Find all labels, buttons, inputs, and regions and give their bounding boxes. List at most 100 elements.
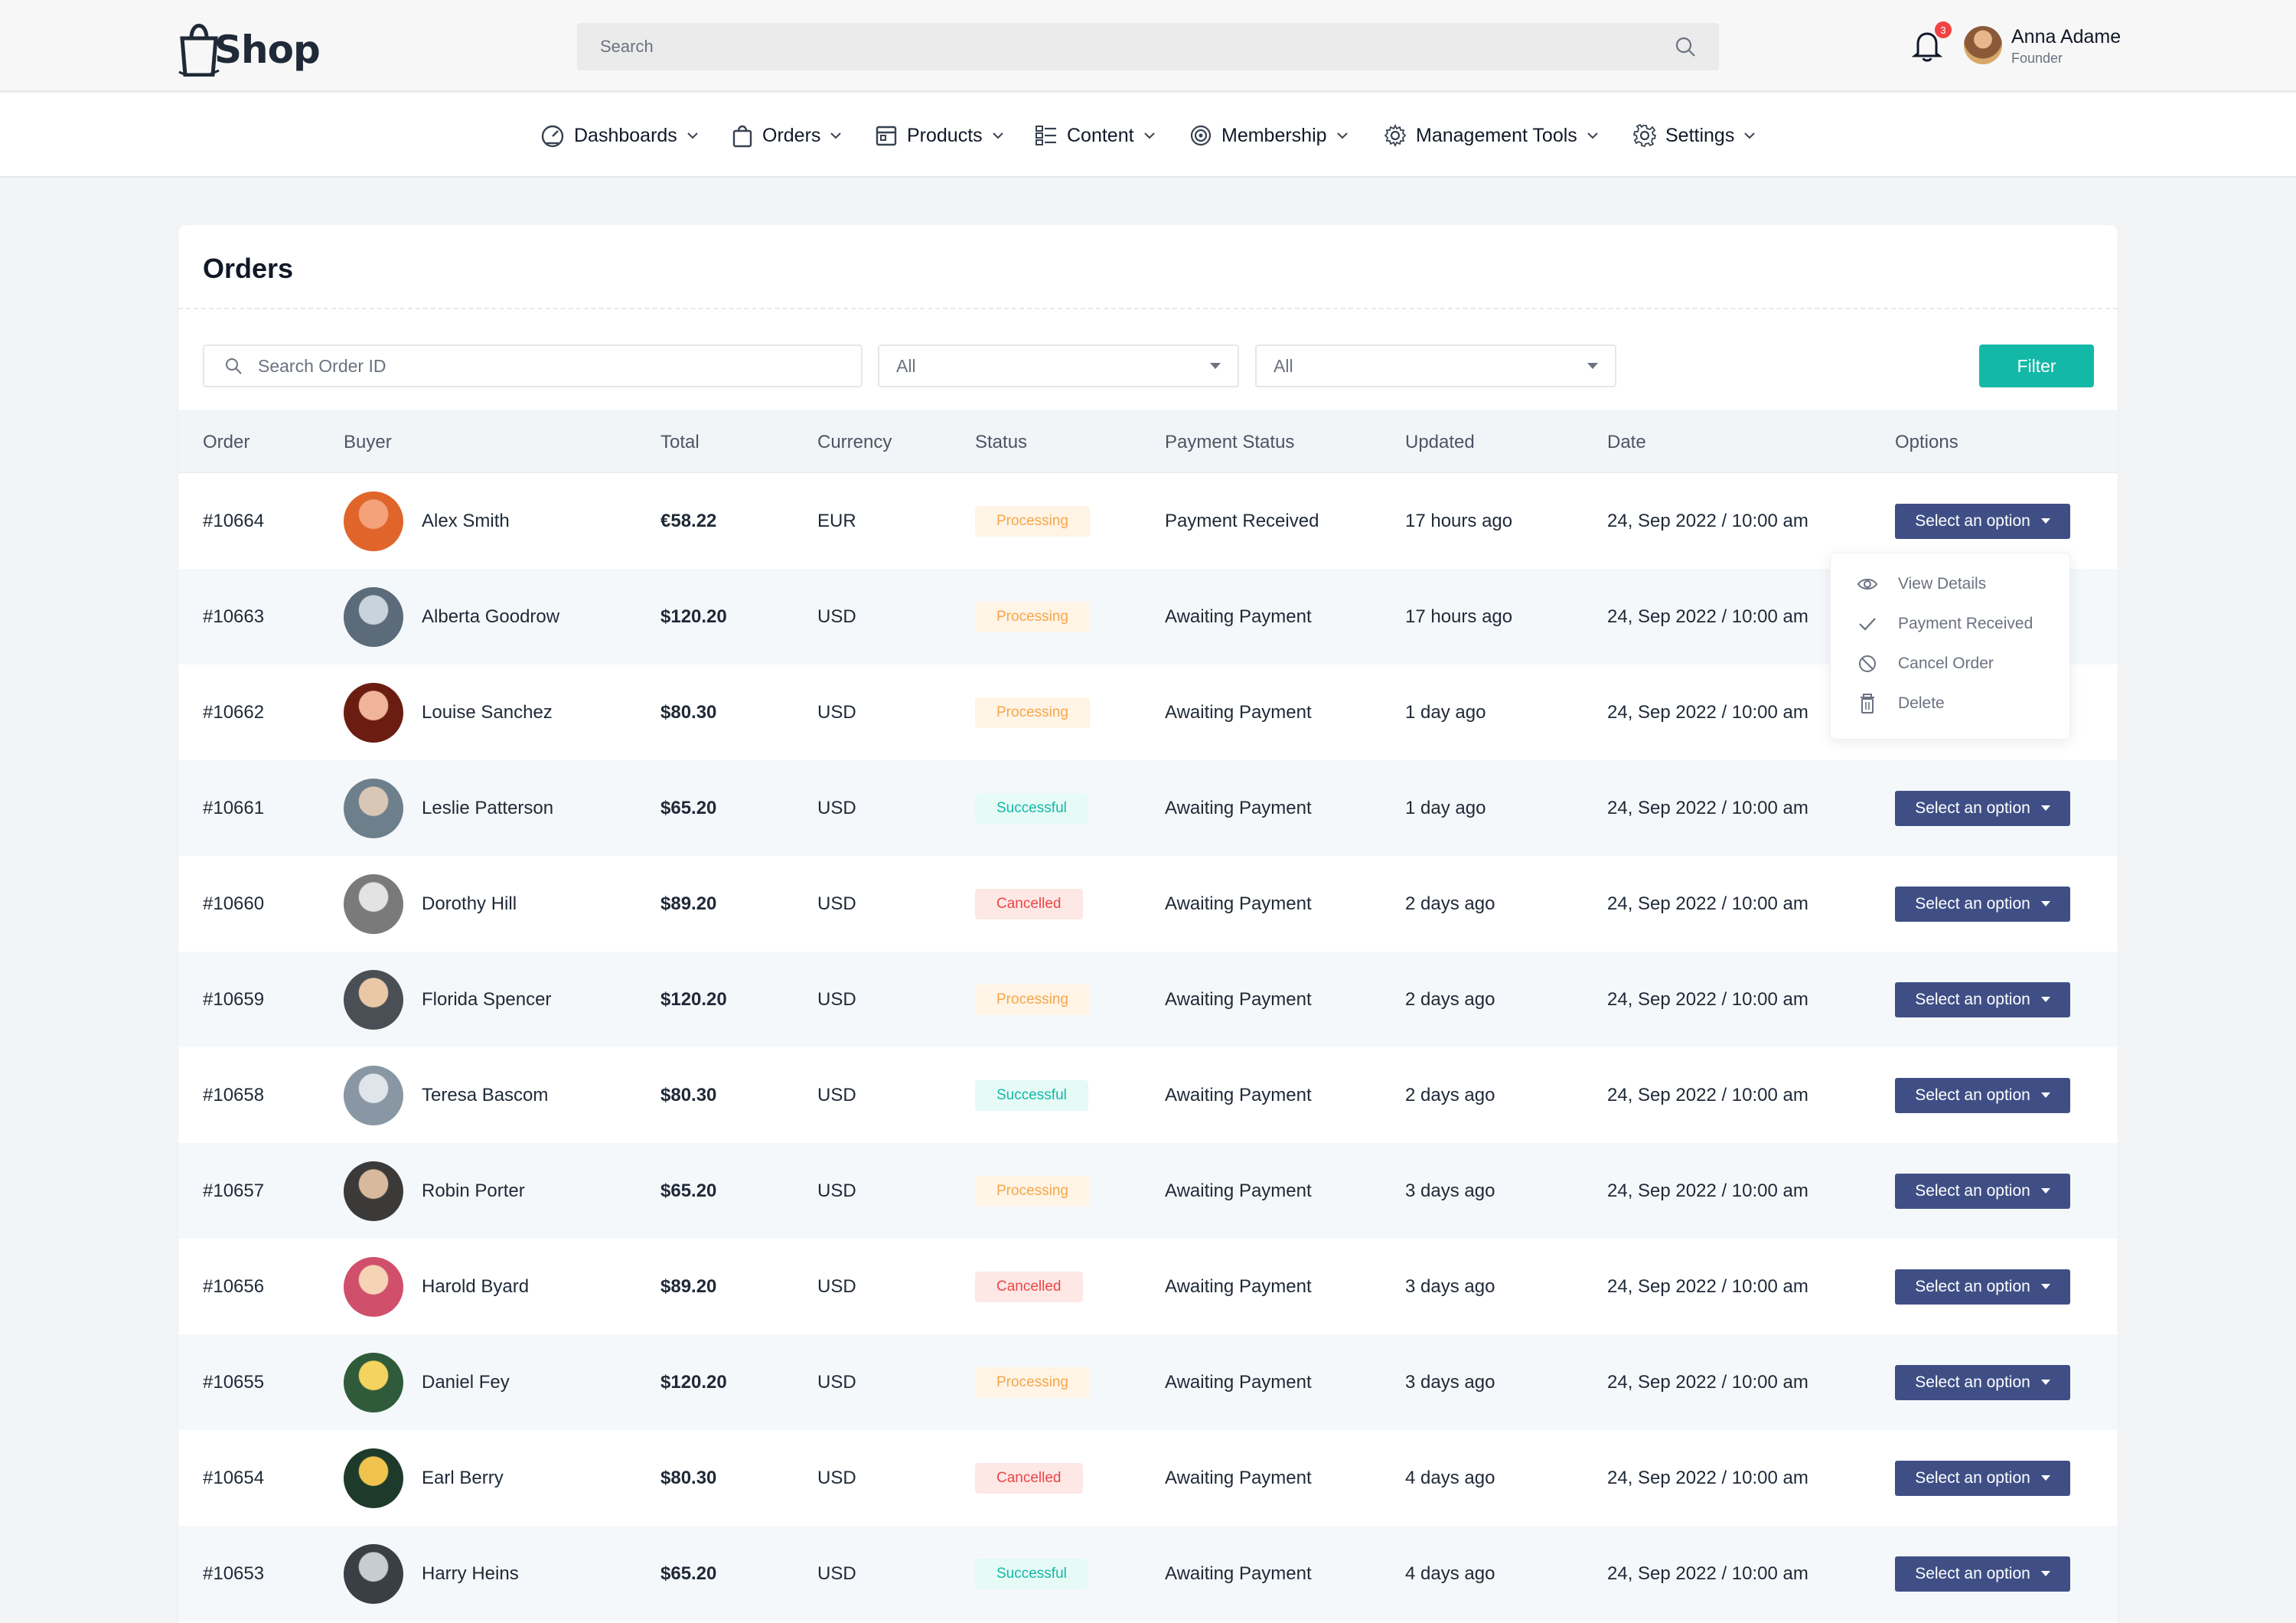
status-cell: Successful: [975, 760, 1088, 856]
search-icon[interactable]: [1675, 36, 1696, 57]
order-id[interactable]: #10660: [203, 893, 265, 914]
status-badge: Successful: [975, 792, 1088, 824]
menu-payment-received[interactable]: Payment Received: [1831, 604, 2071, 644]
order-search-input[interactable]: [258, 355, 840, 377]
select-option-button[interactable]: Select an option: [1895, 886, 2070, 922]
options-dropdown-menu: View Details Payment Received Cancel Ord…: [1830, 553, 2070, 740]
select-option-button[interactable]: Select an option: [1895, 503, 2070, 539]
table-row[interactable]: #10662 Louise Sanchez $80.30 USD Process…: [178, 665, 2118, 760]
check-icon: [1859, 618, 1876, 631]
select-option-label: Select an option: [1915, 1181, 2030, 1200]
menu-cancel-order[interactable]: Cancel Order: [1831, 644, 2071, 684]
global-search[interactable]: [577, 23, 1719, 70]
status-badge: Processing: [975, 1367, 1090, 1398]
select-option-button[interactable]: Select an option: [1895, 790, 2070, 826]
nav-label: Content: [1067, 124, 1134, 146]
table-row[interactable]: #10656 Harold Byard $89.20 USD Cancelled…: [178, 1239, 2118, 1334]
menu-view-details[interactable]: View Details: [1831, 564, 2071, 604]
buyer-avatar: [344, 874, 403, 934]
col-order[interactable]: Order: [203, 432, 250, 452]
order-id[interactable]: #10661: [203, 797, 265, 818]
user-avatar[interactable]: [1964, 26, 2002, 64]
select-option-button[interactable]: Select an option: [1895, 1364, 2070, 1400]
table-row[interactable]: #10659 Florida Spencer $120.20 USD Proce…: [178, 952, 2118, 1047]
order-date: 24, Sep 2022 / 10:00 am: [1607, 797, 1808, 818]
divider: [178, 308, 2118, 309]
col-date[interactable]: Date: [1607, 432, 1646, 452]
menu-delete[interactable]: Delete: [1831, 684, 2071, 723]
nav-label: Orders: [762, 124, 821, 146]
table-row[interactable]: #10657 Robin Porter $65.20 USD Processin…: [178, 1143, 2118, 1239]
payment-status: Awaiting Payment: [1165, 1180, 1312, 1201]
table-row[interactable]: #10661 Leslie Patterson $65.20 USD Succe…: [178, 760, 2118, 856]
caret-down-icon: [2040, 1571, 2050, 1576]
global-search-input[interactable]: [600, 37, 1595, 57]
order-currency: EUR: [817, 510, 856, 531]
payment-status: Awaiting Payment: [1165, 988, 1312, 1010]
col-status[interactable]: Status: [975, 432, 1028, 452]
caret-down-icon: [2040, 1092, 2050, 1098]
nav-dashboards[interactable]: Dashboards: [540, 93, 699, 178]
status-filter-select[interactable]: All: [878, 345, 1239, 387]
col-currency[interactable]: Currency: [817, 432, 892, 452]
order-id[interactable]: #10659: [203, 988, 265, 1010]
nav-orders[interactable]: Orders: [732, 93, 842, 178]
table-row[interactable]: #10658 Teresa Bascom $80.30 USD Successf…: [178, 1047, 2118, 1143]
select-option-button[interactable]: Select an option: [1895, 1460, 2070, 1496]
status-cell: Successful: [975, 1047, 1088, 1143]
updated-time: 2 days ago: [1405, 1084, 1495, 1105]
order-id[interactable]: #10658: [203, 1084, 265, 1105]
nav-products[interactable]: Products: [875, 93, 1004, 178]
updated-time: 17 hours ago: [1405, 510, 1513, 531]
select-option-button[interactable]: Select an option: [1895, 981, 2070, 1017]
order-search[interactable]: [203, 345, 863, 387]
nav-membership[interactable]: Membership: [1189, 93, 1349, 178]
filter-button[interactable]: Filter: [1979, 345, 2094, 387]
payment-filter-select[interactable]: All: [1255, 345, 1616, 387]
nav-settings[interactable]: Settings: [1633, 93, 1756, 178]
nav-content[interactable]: Content: [1035, 93, 1156, 178]
nav-management-tools[interactable]: Management Tools: [1384, 93, 1599, 178]
order-id[interactable]: #10653: [203, 1563, 265, 1584]
chevron-down-icon: [992, 132, 1003, 139]
table-row[interactable]: #10654 Earl Berry $80.30 USD Cancelled A…: [178, 1430, 2118, 1526]
order-total: $80.30: [660, 1084, 717, 1105]
order-id[interactable]: #10656: [203, 1275, 265, 1297]
order-date: 24, Sep 2022 / 10:00 am: [1607, 1467, 1808, 1488]
order-total: €58.22: [660, 510, 717, 531]
table-body: #10664 Alex Smith €58.22 EUR Processing …: [178, 473, 2118, 1621]
table-row[interactable]: #10660 Dorothy Hill $89.20 USD Cancelled…: [178, 856, 2118, 952]
order-id[interactable]: #10655: [203, 1371, 265, 1393]
table-row[interactable]: #10655 Daniel Fey $120.20 USD Processing…: [178, 1334, 2118, 1430]
updated-time: 3 days ago: [1405, 1180, 1495, 1201]
bell-icon[interactable]: [1912, 29, 1942, 63]
col-total[interactable]: Total: [660, 432, 700, 452]
order-id[interactable]: #10662: [203, 701, 265, 723]
user-name[interactable]: Anna Adame: [2011, 26, 2122, 47]
order-id[interactable]: #10664: [203, 510, 265, 531]
order-date: 24, Sep 2022 / 10:00 am: [1607, 988, 1808, 1010]
select-option-button[interactable]: Select an option: [1895, 1173, 2070, 1209]
gear-icon: [1633, 124, 1656, 147]
col-buyer[interactable]: Buyer: [344, 432, 392, 452]
col-payment-status[interactable]: Payment Status: [1165, 432, 1295, 452]
buyer-cell: Robin Porter: [344, 1143, 525, 1239]
table-row[interactable]: #10664 Alex Smith €58.22 EUR Processing …: [178, 473, 2118, 569]
col-updated[interactable]: Updated: [1405, 432, 1475, 452]
user-role: Founder: [2011, 51, 2063, 66]
table-row[interactable]: #10663 Alberta Goodrow $120.20 USD Proce…: [178, 569, 2118, 665]
select-option-button[interactable]: Select an option: [1895, 1269, 2070, 1305]
order-id[interactable]: #10654: [203, 1467, 265, 1488]
select-option-button[interactable]: Select an option: [1895, 1077, 2070, 1113]
order-id[interactable]: #10663: [203, 606, 265, 627]
order-id[interactable]: #10657: [203, 1180, 265, 1201]
table-row[interactable]: #10653 Harry Heins $65.20 USD Successful…: [178, 1526, 2118, 1621]
nav-label: Settings: [1665, 124, 1735, 146]
shop-logo[interactable]: Shop: [176, 15, 328, 77]
order-date: 24, Sep 2022 / 10:00 am: [1607, 701, 1808, 723]
payment-status: Awaiting Payment: [1165, 606, 1312, 627]
order-currency: USD: [817, 988, 856, 1010]
select-option-button[interactable]: Select an option: [1895, 1556, 2070, 1592]
nav-label: Dashboards: [574, 124, 677, 146]
order-currency: USD: [817, 1180, 856, 1201]
